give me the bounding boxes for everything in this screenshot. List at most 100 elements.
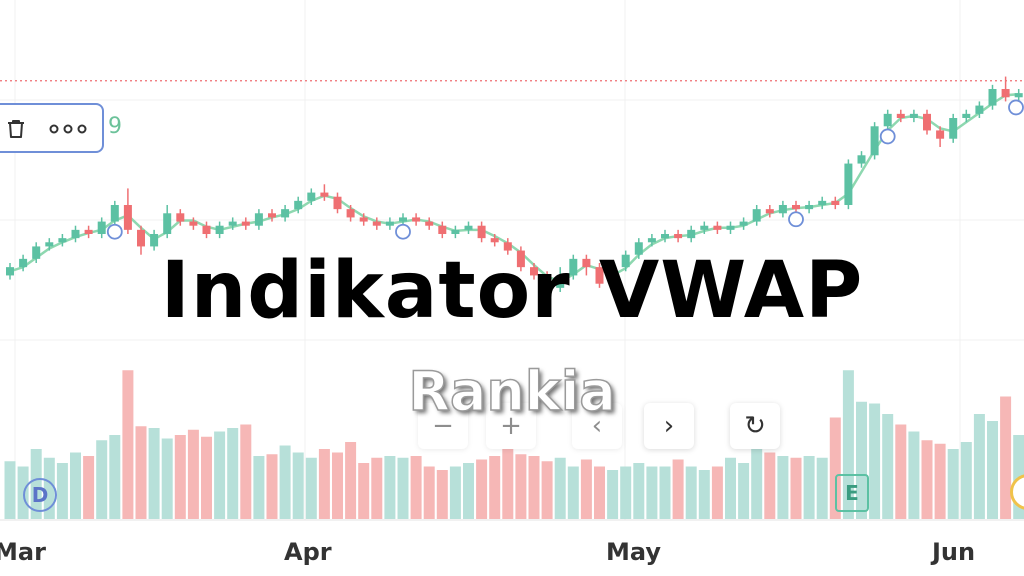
reset-button[interactable]: ↻ — [730, 403, 780, 449]
candle-body — [399, 217, 407, 222]
candle-body — [346, 209, 355, 218]
volume-bar — [934, 443, 946, 519]
candle-body — [831, 200, 840, 205]
volume-bar — [423, 466, 435, 519]
volume-bar — [528, 456, 540, 519]
candle-body — [19, 258, 28, 268]
candle-body — [962, 113, 971, 118]
volume-bar — [882, 414, 894, 519]
vwap-markers — [106, 99, 1024, 240]
candle-body — [241, 221, 250, 226]
trash-icon[interactable] — [4, 117, 28, 141]
candle-body — [1001, 89, 1010, 98]
drawing-toolbar[interactable] — [0, 103, 104, 153]
candle-body — [503, 242, 512, 251]
volume-bar — [96, 440, 108, 519]
candle-body — [975, 105, 984, 114]
volume-bar — [227, 428, 239, 519]
volume-bar — [292, 452, 304, 519]
volume-bar — [620, 466, 632, 519]
month-label: Mar — [0, 538, 46, 566]
vwap-marker — [1008, 99, 1024, 116]
volume-bar — [947, 449, 959, 519]
toolbar-value: 9 — [108, 114, 122, 139]
candle-body — [137, 229, 145, 247]
month-label: Apr — [284, 538, 332, 566]
candle-body — [438, 225, 447, 234]
volume-bar — [672, 459, 684, 519]
volume-bar — [318, 449, 330, 519]
month-label: May — [606, 538, 661, 566]
vwap-marker — [788, 211, 804, 228]
zoom-in-button[interactable]: + — [486, 403, 536, 449]
zoom-out-button[interactable]: − — [418, 403, 468, 449]
candle-body — [923, 113, 931, 131]
candle-body — [1014, 93, 1023, 98]
dividend-badge[interactable]: D — [23, 478, 57, 512]
candle-body — [949, 118, 958, 139]
candle-body — [936, 130, 945, 139]
volume-bar — [869, 403, 881, 519]
earnings-badge[interactable]: E — [835, 474, 869, 512]
volume-bar — [161, 438, 173, 519]
volume-bar — [764, 452, 776, 519]
candle-body — [320, 192, 329, 197]
volume-bar — [816, 457, 828, 519]
volume-bar — [476, 459, 488, 519]
candle-body — [582, 258, 591, 268]
month-label: Jun — [932, 538, 976, 566]
candle-body — [412, 217, 421, 222]
candle-body — [307, 192, 316, 201]
volume-bar — [567, 466, 579, 519]
candle-body — [268, 213, 276, 218]
candle-body — [84, 229, 93, 234]
candle-body — [647, 238, 656, 243]
candle-body — [477, 225, 486, 239]
watermark: Rankia — [408, 359, 617, 424]
volume-bar — [908, 431, 920, 519]
candle-body — [634, 242, 643, 255]
more-dots-icon[interactable] — [48, 117, 88, 141]
scroll-left-button[interactable]: ‹ — [572, 403, 622, 449]
volume-bar — [777, 456, 789, 519]
volume-bar — [751, 449, 763, 519]
volume-bar — [580, 459, 592, 519]
volume-bar — [83, 456, 95, 519]
candle-body — [6, 267, 14, 276]
volume-bar — [711, 466, 723, 519]
candle-body — [543, 275, 552, 288]
candle-body — [778, 205, 787, 214]
candle-body — [556, 275, 565, 288]
candle-body — [451, 229, 460, 234]
volume-bar — [253, 456, 265, 519]
volume-bar — [70, 452, 81, 519]
candle-body — [595, 267, 604, 284]
candle-body — [372, 221, 381, 226]
candle-body — [281, 209, 290, 218]
candle-body — [752, 209, 761, 222]
candle-body — [202, 225, 211, 234]
volume-bar — [489, 456, 501, 519]
candle-body — [176, 213, 185, 222]
volume-bar — [135, 426, 147, 519]
volume-bar — [266, 454, 278, 519]
candle-body — [189, 221, 198, 226]
vwap-marker — [879, 128, 896, 145]
candle-body — [883, 113, 892, 127]
volume-bar — [4, 461, 16, 519]
volume-bar — [607, 470, 619, 519]
candle-body — [988, 89, 997, 106]
volume-bar — [332, 452, 343, 519]
page-title: Indikator VWAP — [160, 246, 864, 336]
candle-body — [687, 229, 696, 239]
volume-bar — [842, 370, 854, 519]
volume-bar — [633, 463, 645, 519]
scroll-right-button[interactable]: › — [644, 403, 694, 449]
candle-body — [726, 225, 735, 230]
candle-body — [700, 225, 709, 230]
candle-body — [163, 213, 172, 234]
volume-bar — [397, 457, 409, 519]
volume-bar — [554, 457, 566, 519]
volume-bar — [463, 463, 474, 519]
